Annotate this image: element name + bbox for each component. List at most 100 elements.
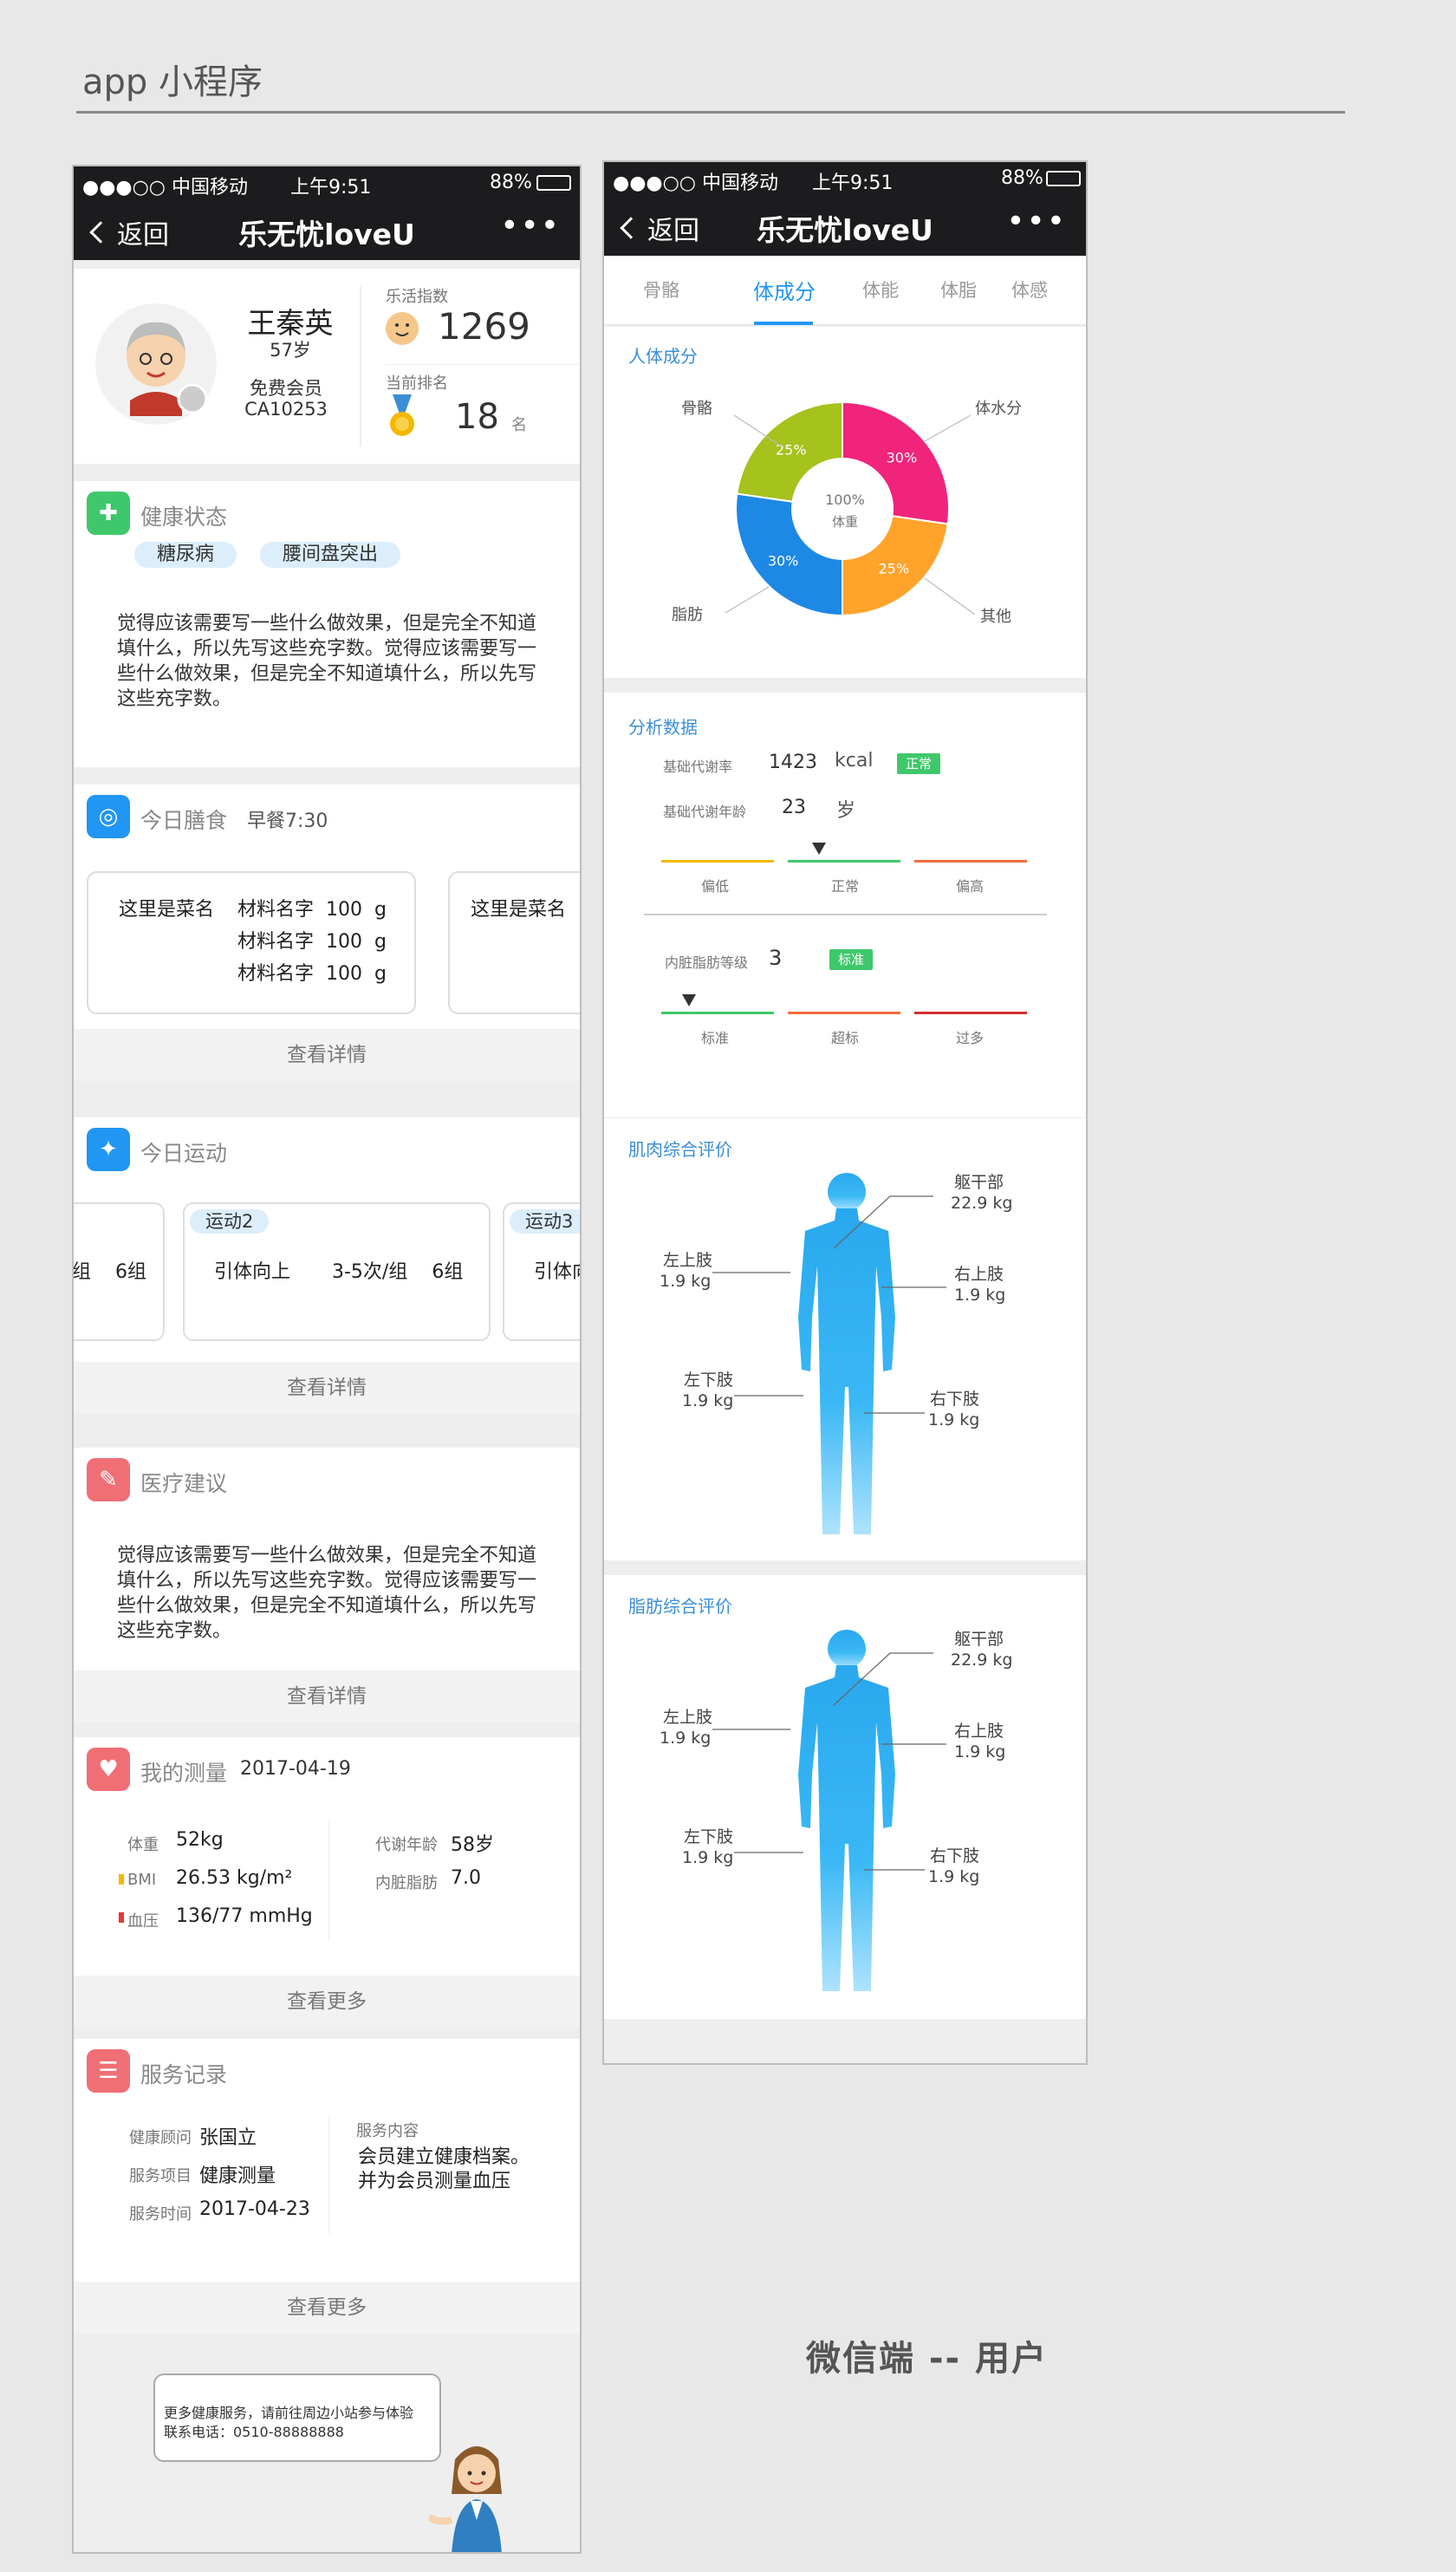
visceral-status-badge: 标准 (829, 949, 874, 970)
metab-age-label: 代谢年龄 (375, 1836, 438, 1854)
tab-body-fat[interactable]: 体脂 (940, 280, 977, 301)
battery-icon (536, 175, 571, 191)
rank-label: 当前排名 (386, 374, 448, 393)
donut-center-label: 体重 (831, 514, 858, 530)
content-line: 会员建立健康档案。 (358, 2146, 530, 2168)
service-more-button[interactable]: 查看更多 (74, 2282, 580, 2334)
medical-more-button[interactable]: 查看详情 (74, 1670, 580, 1722)
health-tag: 腰间盘突出 (260, 542, 401, 568)
gauge-segment-standard (661, 1012, 774, 1014)
time-label: 服务时间 (129, 2205, 192, 2224)
sport-more-button[interactable]: 查看详情 (74, 1362, 580, 1414)
right-leg-label: 右下肢 (930, 1846, 980, 1866)
medical-description: 觉得应该需要写一些什么做效果，但是完全不知道填什么，所以先写这些充字数。觉得应该… (117, 1545, 537, 1642)
muscle-leader-lines (712, 1195, 946, 1414)
donut-label-bone: 骨骼 (681, 400, 712, 418)
donut-label-water: 体水分 (975, 400, 1022, 418)
donut-slice-label: 30% (887, 450, 918, 466)
gauge-label: 正常 (831, 878, 860, 895)
dish-card[interactable]: 这里是菜名 材料名字 100 g 材料名字 100 g 材料名字 100 g (87, 871, 416, 1014)
member-type: 免费会员 (250, 378, 322, 399)
body-silhouette-icon (798, 1630, 895, 1991)
dish-name: 这里是菜名 (471, 899, 567, 921)
service-card: ☰ 服务记录 健康顾问 张国立 服务项目 健康测量 服务时间 2017-04-2… (74, 2039, 580, 2334)
active-tab-indicator (754, 322, 813, 325)
item-label: 服务项目 (129, 2167, 192, 2185)
bp-indicator (119, 1912, 124, 1923)
sport-item-card[interactable]: 运动3 引体向 (503, 1202, 580, 1341)
phone-home-screen: ●●●○○ 中国移动 上午9:51 88% 返回 乐无忧loveU ••• 王秦… (72, 165, 582, 2554)
clipboard-icon: ✎ (87, 1458, 130, 1501)
bmi-value: 26.53 kg/m² (176, 1867, 293, 1889)
fat-leader-lines (712, 1652, 946, 1871)
visceral-label: 内脏脂肪 (375, 1874, 438, 1892)
footer-line: 联系电话：0510-88888888 (164, 2424, 344, 2440)
tab-bone[interactable]: 骨骼 (643, 280, 679, 301)
sport-spec: 3-5次/组 6组 (332, 1261, 464, 1283)
left-arm-label: 左上肢 (663, 1708, 713, 1727)
sport-tag: 运动3 (510, 1209, 580, 1234)
tab-bar: 骨骼 体成分 体能 体脂 体感 (604, 256, 1086, 325)
muscle-evaluation-card: 肌肉综合评价 躯干部 22.9 kg 左上肢 1.9 kg 右上肢 1.9 kg… (604, 1118, 1086, 1560)
tab-fitness[interactable]: 体能 (862, 280, 899, 301)
measure-divider (328, 1820, 329, 1942)
bp-label: 血压 (127, 1912, 159, 1931)
back-button[interactable]: 返回 (616, 209, 699, 247)
metab-age-value: 58岁 (451, 1834, 494, 1856)
dish-card[interactable]: 这里是菜名 (448, 871, 580, 1014)
nav-title: 乐无忧loveU (238, 218, 415, 251)
nav-title: 乐无忧loveU (757, 213, 933, 247)
page-title: app 小程序 (82, 62, 263, 102)
back-button[interactable]: 返回 (86, 213, 169, 251)
donut-slice-label: 25% (776, 442, 807, 459)
donut-slice (842, 400, 950, 525)
right-arm-label: 右上肢 (954, 1265, 1004, 1284)
health-description: 觉得应该需要写一些什么做效果，但是完全不知道填什么，所以先写这些充字数。觉得应该… (117, 613, 537, 710)
more-menu-button[interactable]: ••• (500, 208, 561, 244)
donut-label-other: 其他 (980, 608, 1011, 626)
nav-bar: 返回 乐无忧loveU ••• (604, 197, 1086, 256)
trunk-value: 22.9 kg (951, 1651, 1013, 1670)
avatar[interactable] (95, 303, 217, 425)
gauge-segment-over (788, 1012, 900, 1014)
composition-donut-chart: 30% 25% 30% 25% (725, 400, 976, 617)
right-arm-label: 右上肢 (954, 1722, 1004, 1741)
right-arm-value: 1.9 kg (954, 1286, 1006, 1305)
ingredient: 材料名字 100 g (237, 963, 387, 985)
right-arm-value: 1.9 kg (954, 1742, 1006, 1761)
elder-avatar-icon (127, 322, 208, 416)
medal-icon (387, 394, 417, 443)
clipboard-heart-icon: ✚ (87, 492, 130, 535)
medical-title: 医疗建议 (140, 1471, 228, 1496)
meal-title: 今日膳食 (140, 808, 228, 833)
donut-label-fat: 脂肪 (672, 606, 703, 624)
sport-item-card[interactable]: 运动2 引体向上 3-5次/组 6组 (183, 1202, 491, 1341)
dish-name: 这里是菜名 (119, 899, 215, 921)
donut-slice (736, 400, 843, 503)
measurement-card: ♥ 我的测量 2017-04-19 体重 52kg BMI 26.53 kg/m… (74, 1737, 580, 2028)
donut-center-pct: 100% (825, 492, 865, 508)
food-bowl-icon: ◎ (87, 795, 130, 838)
index-label: 乐活指数 (386, 288, 448, 306)
gauge-label: 标准 (701, 1030, 730, 1046)
left-leg-value: 1.9 kg (682, 1391, 734, 1410)
gauge-segment-excess (914, 1012, 1027, 1014)
carrier: ●●●○○ 中国移动 (82, 177, 248, 199)
visceral-grade-value: 3 (769, 946, 783, 970)
sport-item-card[interactable]: 组 6组 (74, 1202, 165, 1341)
sport-tag: 运动2 (190, 1209, 270, 1234)
trunk-label: 躯干部 (954, 1630, 1004, 1649)
measure-more-button[interactable]: 查看更多 (74, 1976, 580, 2028)
right-leg-value: 1.9 kg (928, 1867, 980, 1886)
left-leg-label: 左下肢 (684, 1827, 734, 1846)
weight-label: 体重 (127, 1836, 159, 1854)
meal-more-button[interactable]: 查看详情 (74, 1029, 580, 1081)
tab-body-composition[interactable]: 体成分 (753, 280, 816, 304)
body-silhouette-icon (798, 1173, 895, 1534)
status-bar: ●●●○○ 中国移动 上午9:51 88% (604, 162, 1086, 197)
more-menu-button[interactable]: ••• (1006, 204, 1067, 239)
gauge-pointer (812, 843, 826, 855)
tab-body-sense[interactable]: 体感 (1011, 280, 1048, 301)
sport-title: 今日运动 (140, 1141, 228, 1166)
smile-face-icon (386, 312, 419, 345)
